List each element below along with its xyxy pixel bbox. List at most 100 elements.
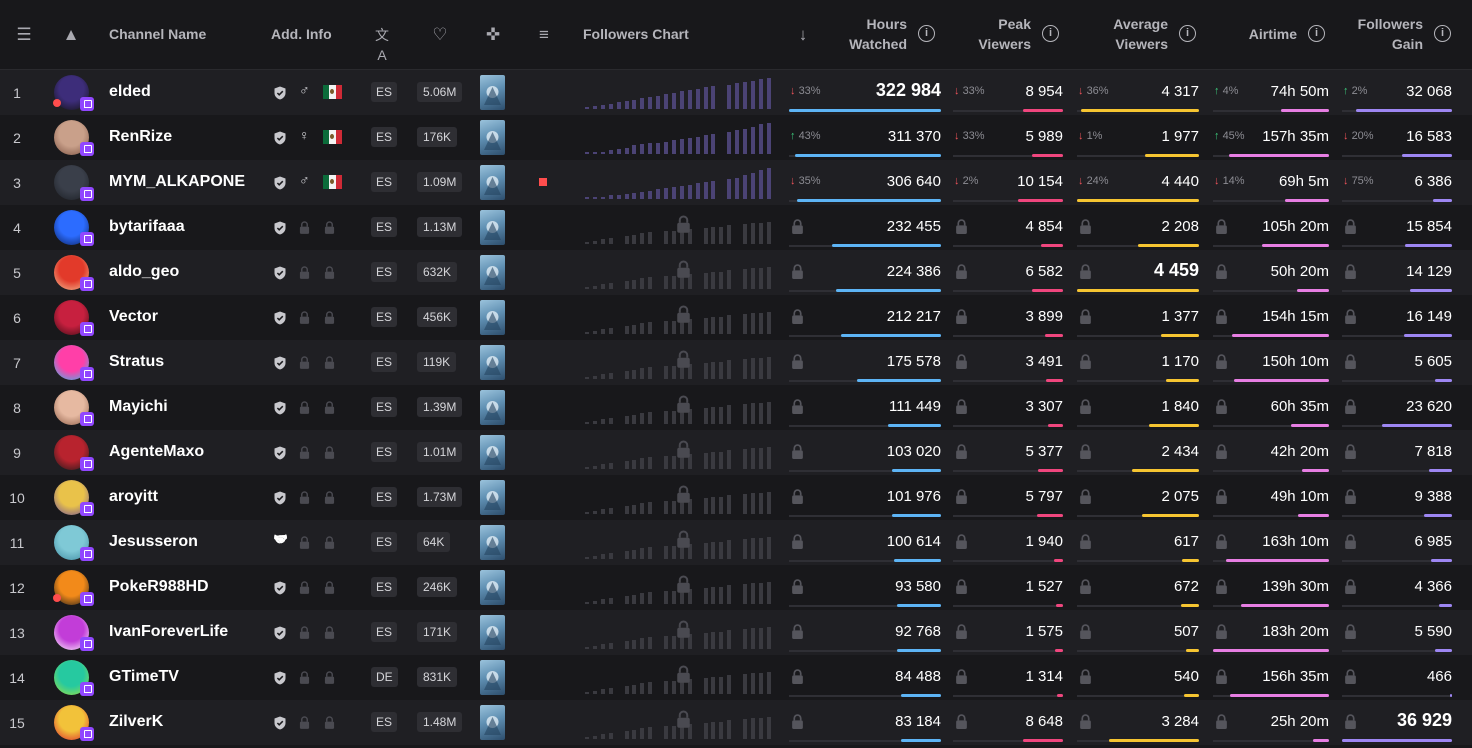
table-row[interactable]: 8 Mayichi ES 1.39M 111 449 3 307 1 840 60h 35m 2…	[0, 385, 1472, 430]
game-thumbnail[interactable]	[480, 300, 505, 335]
table-row[interactable]: 10 aroyitt ES 1.73M 101 976 5 797 2 075 49h 10m…	[0, 475, 1472, 520]
game-thumbnail[interactable]	[480, 615, 505, 650]
game-thumbnail[interactable]	[480, 390, 505, 425]
table-row[interactable]: 15 ZilverK ES 1.48M 83 184 8 648 3 284 25h 20m 3…	[0, 700, 1472, 745]
channel-name-link[interactable]: aroyitt	[109, 488, 158, 505]
header-peak[interactable]: Peak Viewers	[978, 14, 1031, 54]
gamepad-icon[interactable]: ✜	[485, 25, 501, 44]
followers-mini-chart[interactable]	[585, 706, 775, 739]
header-gain-line1: Followers	[1357, 16, 1423, 32]
game-thumbnail[interactable]	[480, 210, 505, 245]
hours-cell: ↑ 43% 311 370	[789, 115, 941, 160]
channel-name-link[interactable]: Vector	[109, 308, 158, 325]
info-icon[interactable]: i	[1434, 25, 1451, 42]
header-add-info[interactable]: Add. Info	[271, 26, 332, 42]
game-thumbnail[interactable]	[480, 435, 505, 470]
chart-bar	[664, 681, 668, 694]
channel-name-link[interactable]: Stratus	[109, 353, 165, 370]
followers-mini-chart[interactable]	[585, 436, 775, 469]
header-hours[interactable]: Hours Watched	[849, 14, 907, 54]
channel-name-link[interactable]: PokeR988HD	[109, 578, 209, 595]
air-cell: 49h 10m	[1213, 475, 1329, 520]
channel-name-link[interactable]: IvanForeverLife	[109, 623, 229, 640]
followers-mini-chart[interactable]	[585, 616, 775, 649]
table-row[interactable]: 13 IvanForeverLife ES 171K 92 768 1 575 507 183…	[0, 610, 1472, 655]
followers-mini-chart[interactable]	[585, 211, 775, 244]
channel-name-link[interactable]: elded	[109, 83, 151, 100]
followers-mini-chart[interactable]	[585, 391, 775, 424]
channel-name-link[interactable]: RenRize	[109, 128, 173, 145]
chart-bar	[703, 543, 708, 559]
header-avg[interactable]: Average Viewers	[1113, 14, 1168, 54]
lock-icon	[299, 446, 310, 459]
progress-fill	[1166, 379, 1199, 382]
chart-bar	[766, 582, 771, 604]
sort-down-arrow-icon[interactable]: ↓	[798, 25, 808, 44]
translate-icon[interactable]: 文A	[375, 27, 389, 63]
table-row[interactable]: 9 AgenteMaxo ES 1.01M 103 020 5 377 2 434 42h 2…	[0, 430, 1472, 475]
table-row[interactable]: 5 aldo_geo ES 632K 224 386 6 582 4 459 50h 20m 1…	[0, 250, 1472, 295]
channel-name-link[interactable]: MYM_ALKAPONE	[109, 173, 246, 190]
channel-name-link[interactable]: AgenteMaxo	[109, 443, 205, 460]
chart-bar	[585, 332, 589, 334]
progress-track	[1342, 290, 1452, 292]
game-thumbnail[interactable]	[480, 75, 505, 110]
header-gain[interactable]: Followers Gain	[1358, 14, 1423, 54]
channel-name-link[interactable]: bytarifaaa	[109, 218, 185, 235]
header-followers-chart[interactable]: Followers Chart	[583, 26, 689, 42]
table-row[interactable]: 1 elded ♂ ES 5.06M ↓ 33% 322 984 ↓ 33% 8 954 ↓ 36…	[0, 70, 1472, 115]
followers-mini-chart[interactable]	[585, 571, 775, 604]
peak-cell: 8 648	[953, 700, 1063, 745]
info-icon[interactable]: i	[1179, 25, 1196, 42]
channel-name-link[interactable]: Mayichi	[109, 398, 168, 415]
followers-mini-chart[interactable]	[585, 166, 775, 199]
chart-bar	[585, 287, 589, 289]
progress-fill	[1410, 289, 1452, 292]
channel-name-link[interactable]: Jesusseron	[109, 533, 198, 550]
air-value: 60h 35m	[1270, 398, 1329, 415]
heart-icon[interactable]: ♡	[432, 25, 448, 44]
game-thumbnail[interactable]	[480, 570, 505, 605]
chart-bar	[624, 101, 629, 109]
table-row[interactable]: 4 bytarifaaa ES 1.13M 232 455 4 854 2 208 105h …	[0, 205, 1472, 250]
followers-mini-chart[interactable]	[585, 661, 775, 694]
channel-name-link[interactable]: ZilverK	[109, 713, 164, 730]
game-thumbnail[interactable]	[480, 705, 505, 740]
header-air[interactable]: Airtime	[1249, 24, 1297, 44]
game-thumbnail[interactable]	[480, 165, 505, 200]
game-thumbnail[interactable]	[480, 120, 505, 155]
list-icon[interactable]: ☰	[16, 25, 32, 44]
followers-mini-chart[interactable]	[585, 76, 775, 109]
progress-fill	[1145, 154, 1199, 157]
followers-mini-chart[interactable]	[585, 481, 775, 514]
header-channel-name[interactable]: Channel Name	[109, 26, 207, 42]
channel-name-link[interactable]: GTimeTV	[109, 668, 179, 685]
info-icon[interactable]: i	[918, 25, 935, 42]
game-thumbnail[interactable]	[480, 525, 505, 560]
game-thumbnail[interactable]	[480, 345, 505, 380]
sort-lines-icon[interactable]: ≡	[539, 25, 549, 44]
game-thumbnail[interactable]	[480, 660, 505, 695]
game-thumbnail[interactable]	[480, 480, 505, 515]
followers-mini-chart[interactable]	[585, 301, 775, 334]
followers-mini-chart[interactable]	[585, 256, 775, 289]
table-row[interactable]: 2 RenRize ♀ ES 176K ↑ 43% 311 370 ↓ 33% 5 989 ↓ 1…	[0, 115, 1472, 160]
lock-icon	[324, 446, 335, 459]
followers-mini-chart[interactable]	[585, 526, 775, 559]
verified-shield-icon	[274, 176, 286, 190]
game-thumbnail[interactable]	[480, 255, 505, 290]
table-row[interactable]: 14 GTimeTV DE 831K 84 488 1 314 540 156h 35m 466	[0, 655, 1472, 700]
table-row[interactable]: 12 PokeR988HD ES 246K 93 580 1 527 672 139h 30m…	[0, 565, 1472, 610]
table-row[interactable]: 7 Stratus ES 119K 175 578 3 491 1 170 150h 10m 5…	[0, 340, 1472, 385]
info-icon[interactable]: i	[1042, 25, 1059, 42]
followers-mini-chart[interactable]	[585, 346, 775, 379]
followers-mini-chart[interactable]	[585, 121, 775, 154]
info-icon[interactable]: i	[1308, 25, 1325, 42]
table-row[interactable]: 3 MYM_ALKAPONE ♂ ES 1.09M ↓ 35% 306 640 ↓ 2% 10 …	[0, 160, 1472, 205]
mountain-logo-icon[interactable]: ▲	[62, 25, 80, 44]
table-row[interactable]: 11 Jesusseron 🤝 ES 64K 100 614 1 940 617 163h 10…	[0, 520, 1472, 565]
table-row[interactable]: 6 Vector ES 456K 212 217 3 899 1 377 154h 15m 16…	[0, 295, 1472, 340]
channel-name-link[interactable]: aldo_geo	[109, 263, 180, 280]
peak-cell: 4 854	[953, 205, 1063, 250]
lock-icon	[1079, 624, 1092, 639]
